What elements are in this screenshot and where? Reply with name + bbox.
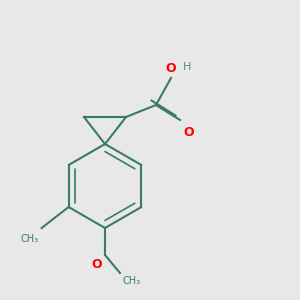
Text: CH₃: CH₃ <box>20 234 39 244</box>
Text: O: O <box>92 258 102 271</box>
Text: O: O <box>183 126 194 139</box>
Text: O: O <box>166 62 176 75</box>
Text: CH₃: CH₃ <box>123 276 141 286</box>
Text: H: H <box>183 62 191 72</box>
